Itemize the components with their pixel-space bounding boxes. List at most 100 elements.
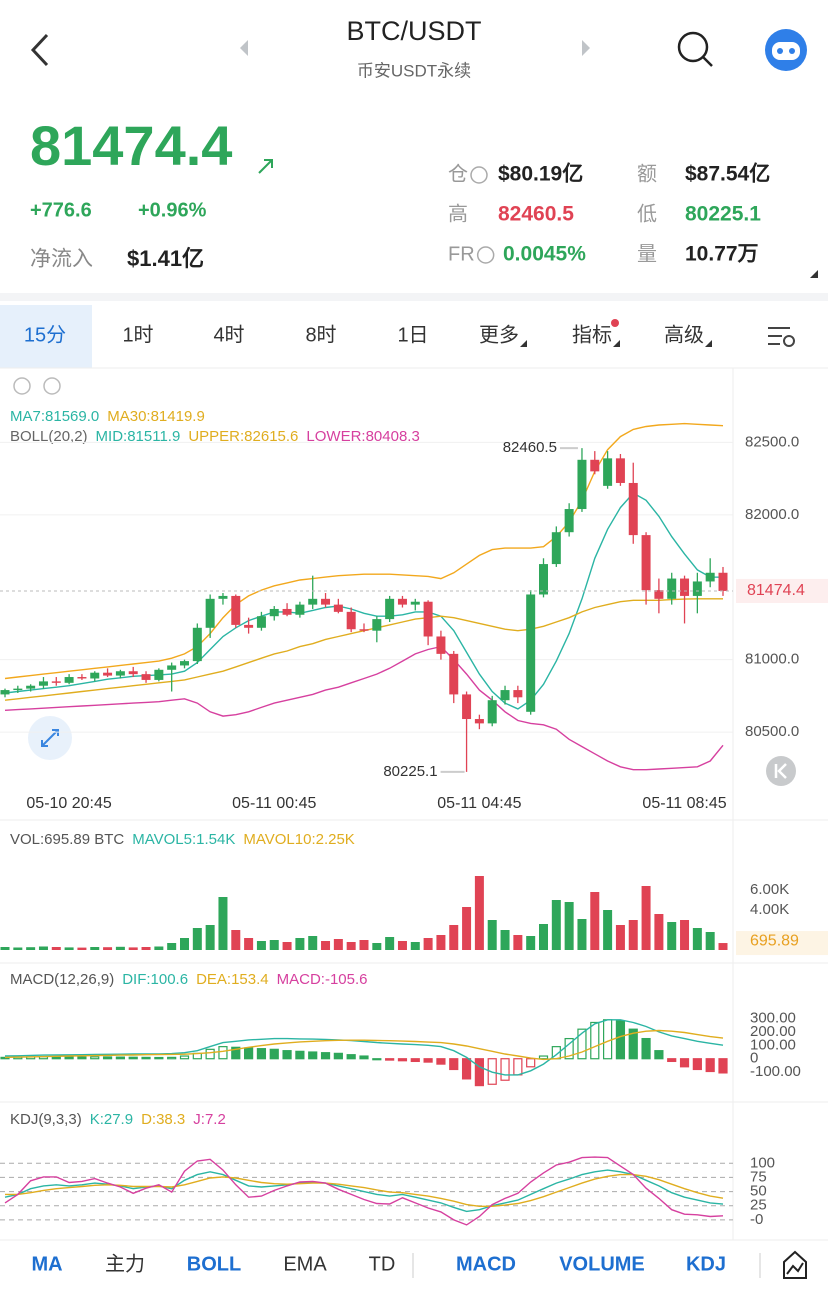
timeframe-tab[interactable]: 指标 xyxy=(572,323,612,346)
scroll-latest-button[interactable] xyxy=(766,756,796,786)
timeframe-tab[interactable]: 8时 xyxy=(305,323,336,346)
volume-bar xyxy=(321,941,331,950)
indicator-toggle[interactable]: KDJ xyxy=(686,1253,726,1275)
macd-bar xyxy=(308,1051,318,1060)
indicator-line xyxy=(4,1029,724,1061)
volume-bar xyxy=(0,947,10,950)
volume-bar xyxy=(346,942,356,950)
timeframe-tab[interactable]: 1时 xyxy=(122,323,153,346)
last-price-label: 81474.4 xyxy=(747,582,805,599)
candle-body xyxy=(180,661,189,666)
candle-body xyxy=(64,677,74,683)
indicator-toggle[interactable]: VOLUME xyxy=(559,1253,645,1275)
macd-bar xyxy=(423,1058,433,1063)
help-icon[interactable] xyxy=(476,246,495,264)
volume-bar xyxy=(436,935,446,950)
volume-bar xyxy=(718,943,728,950)
candle-body xyxy=(13,688,23,691)
candle-body xyxy=(51,681,61,683)
timeframe-tab[interactable]: 4时 xyxy=(213,323,244,346)
candle-body xyxy=(449,653,459,695)
expand-corner[interactable] xyxy=(810,270,818,278)
avatar[interactable] xyxy=(765,29,807,71)
macd-bar xyxy=(385,1058,395,1061)
macd-bar xyxy=(282,1050,292,1060)
candle-body xyxy=(436,636,446,654)
indicator-toggle[interactable]: MACD xyxy=(456,1253,516,1275)
macd-bar xyxy=(244,1047,254,1060)
timeframe-tab[interactable]: 高级 xyxy=(664,323,704,346)
candle-body xyxy=(282,608,292,615)
help-icon[interactable] xyxy=(470,166,488,184)
volume-bar xyxy=(26,947,36,950)
legend-item: UPPER:82615.6 xyxy=(188,428,298,445)
indicator-toggle[interactable]: BOLL xyxy=(187,1253,241,1275)
last-price-tag xyxy=(736,578,828,603)
fullscreen-button[interactable] xyxy=(28,716,72,760)
draw-tool-icon[interactable] xyxy=(783,1250,807,1279)
y-tick-label: 4.00K xyxy=(750,901,789,918)
timeframe-tab[interactable]: 更多 xyxy=(479,323,519,346)
last-price: 81474.4 xyxy=(30,114,232,177)
volume-bar xyxy=(308,936,318,950)
back-button[interactable] xyxy=(30,33,49,67)
macd-bar xyxy=(436,1058,446,1065)
macd-bar xyxy=(397,1058,408,1062)
next-symbol[interactable] xyxy=(582,40,590,56)
y-tick-label: 50 xyxy=(750,1183,767,1200)
stat-value: 10.77万 xyxy=(685,243,759,266)
volume-bar xyxy=(449,925,459,950)
active-tab-bg xyxy=(0,305,92,368)
stat-label: FR xyxy=(448,243,475,265)
chart-settings-icon[interactable] xyxy=(768,327,795,347)
volume-bar xyxy=(385,937,395,950)
stat-label: 低 xyxy=(637,202,657,225)
timeframe-tab[interactable]: 15分 xyxy=(24,323,66,346)
timeframe-tab[interactable]: 1日 xyxy=(397,324,428,346)
volume-bar xyxy=(231,930,241,950)
macd-bar xyxy=(154,1056,164,1060)
macd-bar xyxy=(205,1048,215,1060)
legend-item: D:38.3 xyxy=(141,1111,185,1128)
prev-symbol[interactable] xyxy=(240,40,248,56)
x-tick-label: 05-11 00:45 xyxy=(232,795,316,812)
legend-item: BOLL(20,2) xyxy=(10,428,88,445)
macd-bar xyxy=(410,1058,420,1063)
legend-item: MACD:-105.6 xyxy=(277,971,368,988)
volume-bar xyxy=(487,920,497,950)
candle-body xyxy=(385,598,395,620)
volume-bar xyxy=(641,886,651,950)
search-icon[interactable] xyxy=(677,31,713,67)
candle-body xyxy=(564,509,574,533)
y-tick-label: 80500.0 xyxy=(745,723,799,740)
volume-bar xyxy=(462,907,472,950)
indicator-icons[interactable] xyxy=(13,377,61,395)
x-tick-label: 05-11 04:45 xyxy=(437,795,521,812)
candle-body xyxy=(205,598,215,628)
subtitle: 币安USDT永续 xyxy=(357,61,471,80)
candle-body xyxy=(539,564,548,595)
x-tick-label: 05-11 08:45 xyxy=(642,795,726,812)
volume-bar xyxy=(128,947,138,950)
macd-bar xyxy=(77,1056,87,1060)
volume-bar xyxy=(654,914,664,950)
indicator-toggle[interactable]: 主力 xyxy=(105,1252,145,1275)
volume-bar xyxy=(539,924,548,950)
indicator-toggle[interactable]: EMA xyxy=(283,1253,327,1275)
y-tick-label: 100.00 xyxy=(750,1036,796,1053)
volume-bar xyxy=(628,920,638,950)
volume-bar xyxy=(410,942,420,950)
y-tick-label: 25 xyxy=(750,1197,767,1214)
macd-bar xyxy=(461,1058,472,1080)
candle-body xyxy=(128,671,138,675)
indicator-toggle[interactable]: TD xyxy=(369,1253,396,1275)
indicator-toggle[interactable]: MA xyxy=(31,1253,62,1275)
stat-value: $80.19亿 xyxy=(498,162,583,186)
legend-item: KDJ(9,3,3) xyxy=(10,1111,82,1128)
macd-bar xyxy=(320,1052,331,1060)
legend-item: K:27.9 xyxy=(90,1111,133,1128)
candle-body xyxy=(590,459,600,472)
volume-bar xyxy=(141,947,151,950)
candle-body xyxy=(321,598,331,605)
macd-bar xyxy=(372,1058,382,1061)
